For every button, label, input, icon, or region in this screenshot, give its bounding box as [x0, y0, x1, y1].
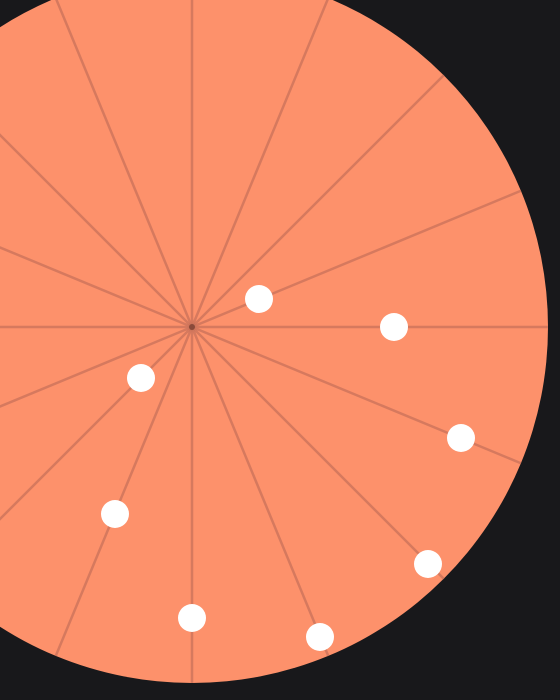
pellet: [245, 285, 273, 313]
pellet: [414, 550, 442, 578]
wheel-spoke: [0, 246, 193, 329]
pellet: [306, 623, 334, 651]
pellet: [380, 313, 408, 341]
pellet: [127, 364, 155, 392]
wheel-spoke: [0, 133, 193, 328]
pellet: [178, 604, 206, 632]
wheel-spoke: [190, 326, 330, 657]
pellets: [101, 285, 475, 651]
wheel-spoke: [191, 74, 445, 328]
pellet: [447, 424, 475, 452]
wheel-spoke: [190, 0, 329, 328]
wheel-spoke: [191, 326, 445, 580]
wheel-spoke: [0, 325, 193, 408]
wheel-hub: [189, 324, 195, 330]
wheel-spoke: [54, 326, 194, 657]
wheel-spoke: [55, 0, 194, 328]
wheel-disc[interactable]: [0, 0, 548, 683]
pellet: [101, 500, 129, 528]
